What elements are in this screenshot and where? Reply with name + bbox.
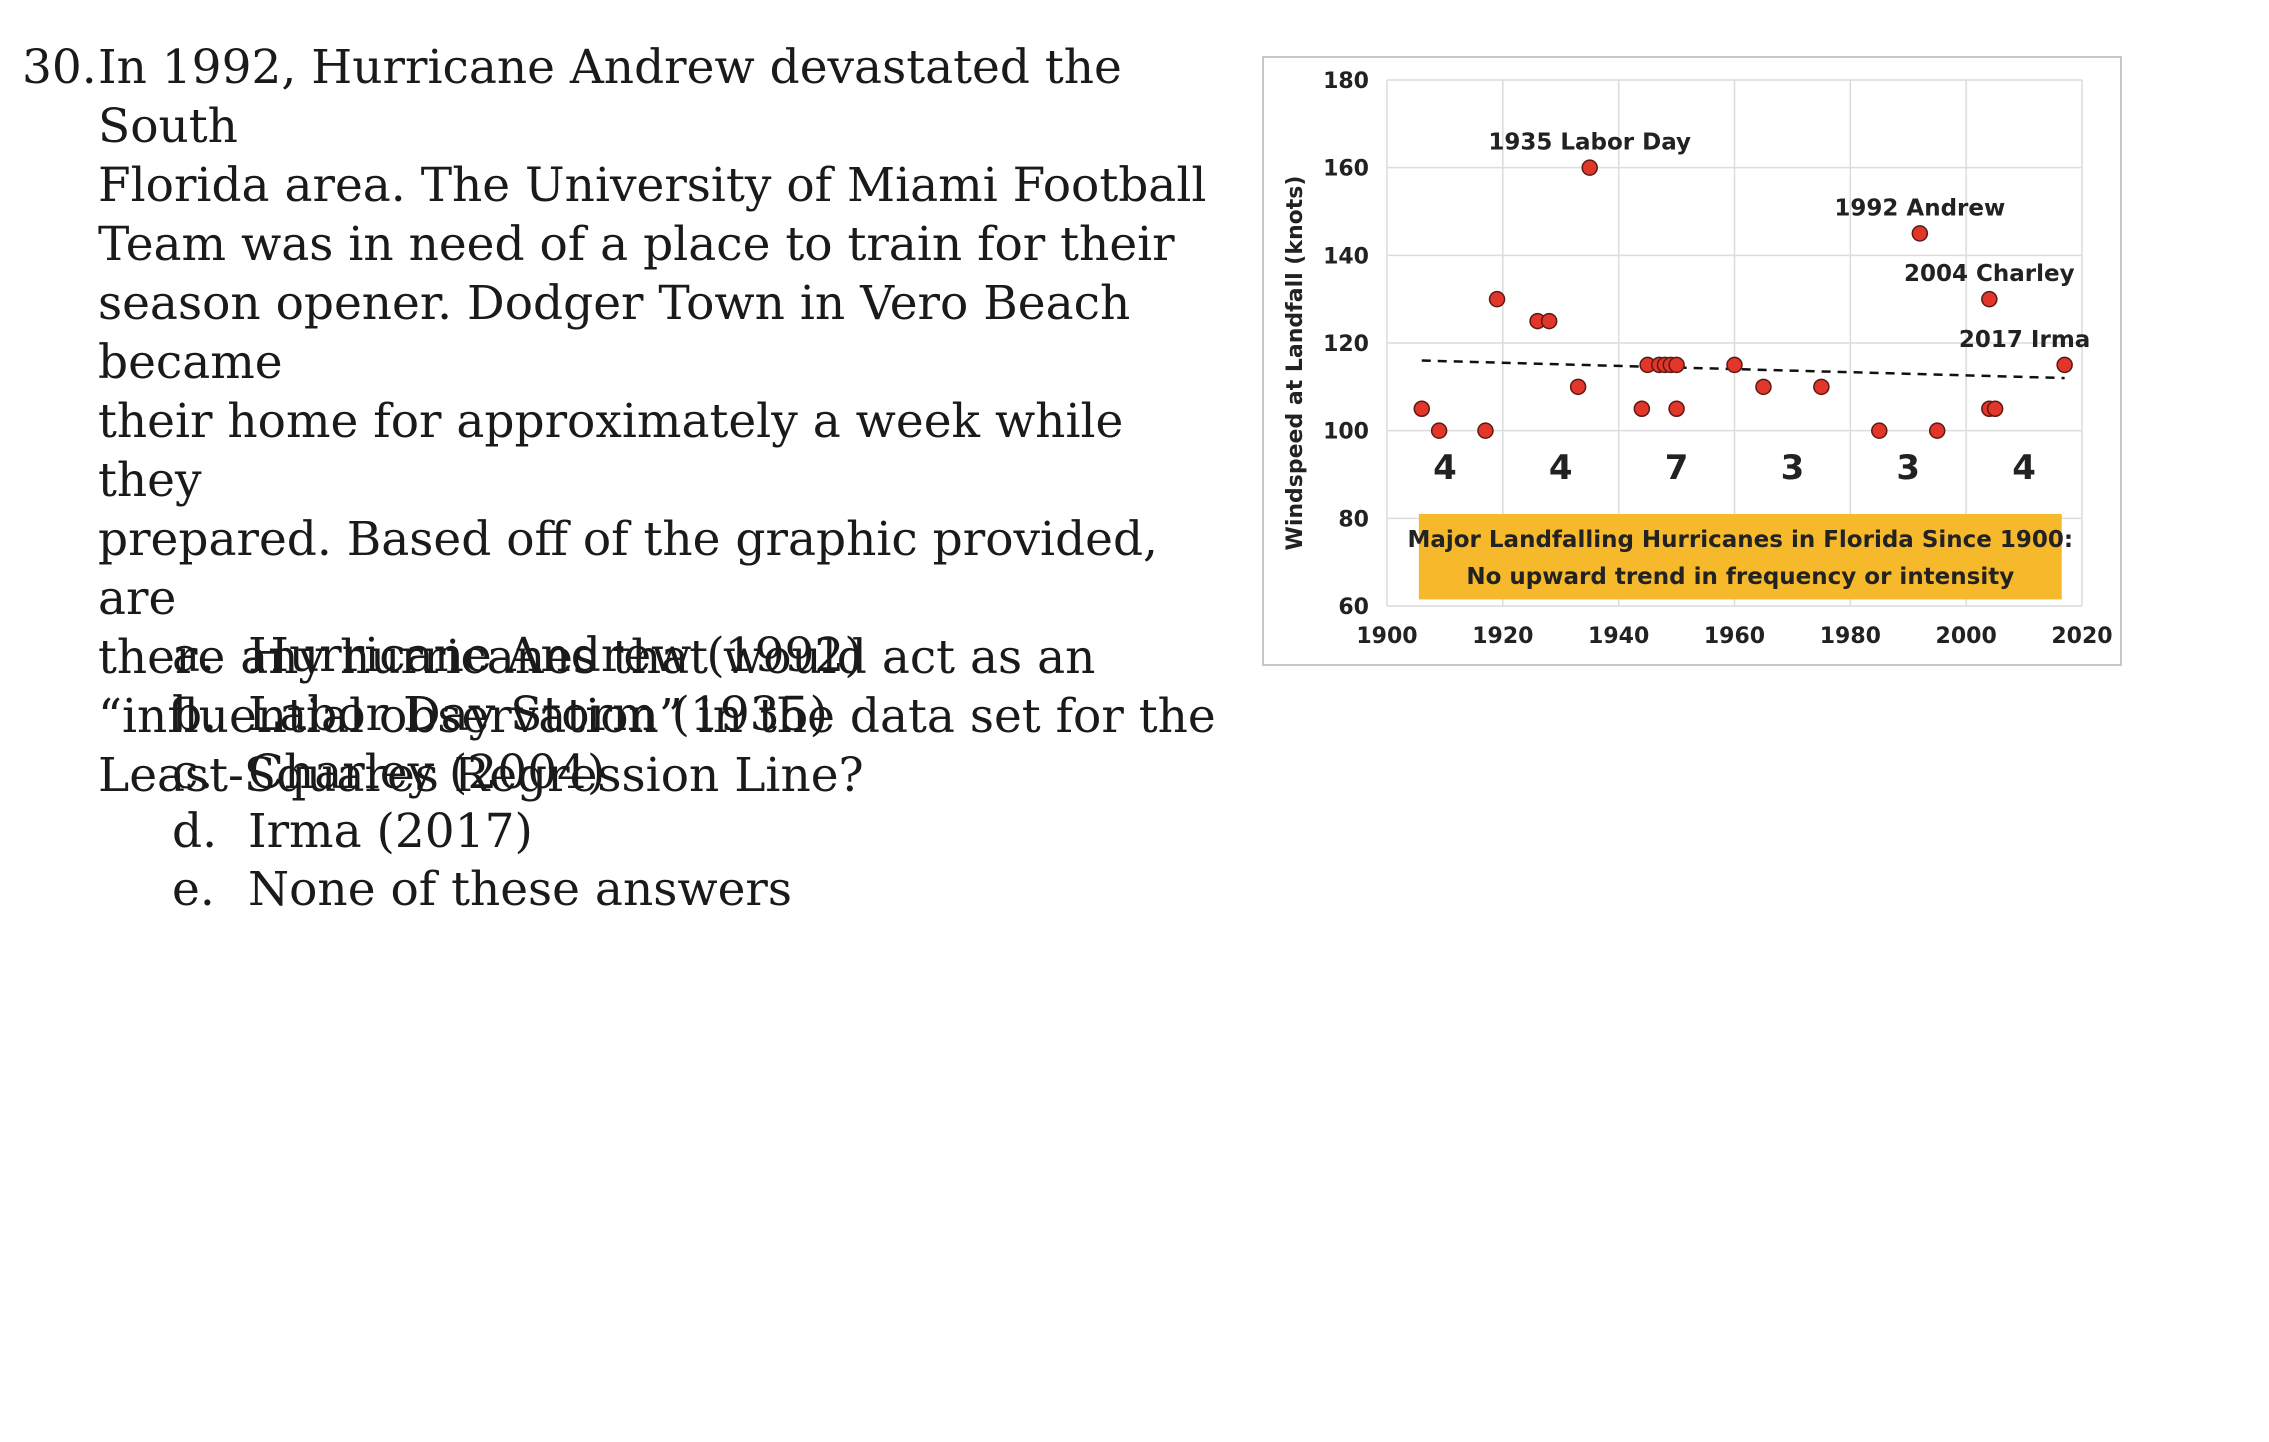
choice-d[interactable]: d. Irma (2017) [172,803,863,862]
y-tick-label: 80 [1338,507,1369,532]
data-point [1813,378,1830,396]
choice-text: Charley (2004) [248,745,606,800]
choice-text: Irma (2017) [248,803,533,859]
point-annotation: 2004 Charley [1904,261,2075,287]
point-annotation: 1935 Labor Day [1488,130,1691,156]
choice-b[interactable]: b. Labor Day Storm (1935) [172,686,863,745]
question-block: 30. In 1992, Hurricane Andrew devastated… [22,38,1222,805]
data-point [1430,422,1448,439]
point-annotation: 1992 Andrew [1834,195,2005,221]
decade-count: 4 [1549,448,1573,488]
axes: 1900 1920 1940 1960 1980 2000 2020 60 80 100 120 14… [1283,69,2113,649]
caption-line: No upward trend in frequency or intensit… [1466,564,2014,590]
y-tick-label: 120 [1323,332,1369,357]
data-point [1726,356,1743,374]
choice-letter: d. [172,803,218,859]
question-text: In 1992, Hurricane Andrew devastated the… [98,40,1216,803]
choice-c[interactable]: c. Charley (2004) [172,744,863,803]
decade-count: 4 [2012,448,2036,488]
y-axis-label: Windspeed at Landfall (knots) [1283,176,1308,551]
hurricane-chart: 1900 1920 1940 1960 1980 2000 2020 60 80 100 120 14… [1262,56,2122,666]
data-point [1413,400,1430,417]
y-tick-label: 100 [1323,420,1369,445]
choice-letter: c. [172,745,214,800]
data-point [1581,159,1598,176]
x-tick-label: 1940 [1588,624,1649,649]
data-point [1755,378,1772,396]
data-point [1871,422,1888,439]
answer-choices: a. Hurricane Andrew (1992) b. Labor Day … [172,627,863,920]
choice-letter: b. [172,686,218,742]
data-point [1981,290,1998,308]
y-tick-label: 160 [1323,157,1369,182]
data-point [1668,356,1685,374]
trendline [1421,359,2065,380]
decade-count: 3 [1896,448,1920,488]
x-tick-label: 1960 [1704,624,1765,649]
data-point [1986,400,2004,417]
data-points [1413,159,2073,439]
question-number: 30. [22,40,97,95]
point-annotation: 2017 Irma [1959,327,2090,353]
y-tick-label: 60 [1338,595,1369,620]
choice-letter: a. [172,628,215,683]
data-point [1488,290,1506,308]
caption-box: Major Landfalling Hurricanes in Florida … [1407,513,2073,600]
choice-text: Hurricane Andrew (1992) [248,628,863,683]
choice-text: Labor Day Storm (1935) [248,686,828,742]
decade-count: 4 [1433,448,1457,488]
data-point [1633,400,1651,417]
x-tick-label: 1900 [1356,624,1417,649]
data-point [1668,400,1685,417]
data-point [2056,356,2073,374]
decade-count: 3 [1781,448,1805,488]
y-tick-label: 140 [1323,244,1369,269]
decade-count: 7 [1665,448,1689,488]
x-tick-label: 1920 [1472,624,1533,649]
choice-text: None of these answers [248,862,792,917]
x-tick-label: 1980 [1820,624,1881,649]
choice-e[interactable]: e. None of these answers [172,861,863,920]
caption-line: Major Landfalling Hurricanes in Florida … [1407,527,2073,553]
choice-a[interactable]: a. Hurricane Andrew (1992) [172,627,863,686]
data-point [1540,312,1558,330]
data-point [1911,225,1929,242]
decade-counts: 4 4 7 3 3 4 [1433,448,2036,488]
annotations: 1935 Labor Day 1992 Andrew 2004 Charley 201… [1488,130,2090,353]
x-tick-label: 2020 [2051,624,2112,649]
regression-line [1421,359,2065,380]
data-point [1928,422,1946,439]
caption-background [1418,513,2062,600]
x-tick-label: 2000 [1936,624,1997,649]
data-point [1569,378,1587,396]
y-tick-label: 180 [1323,69,1369,94]
choice-letter: e. [172,862,215,917]
data-point [1477,422,1494,439]
scatter-plot: 1900 1920 1940 1960 1980 2000 2020 60 80 100 120 14… [1283,69,2113,649]
